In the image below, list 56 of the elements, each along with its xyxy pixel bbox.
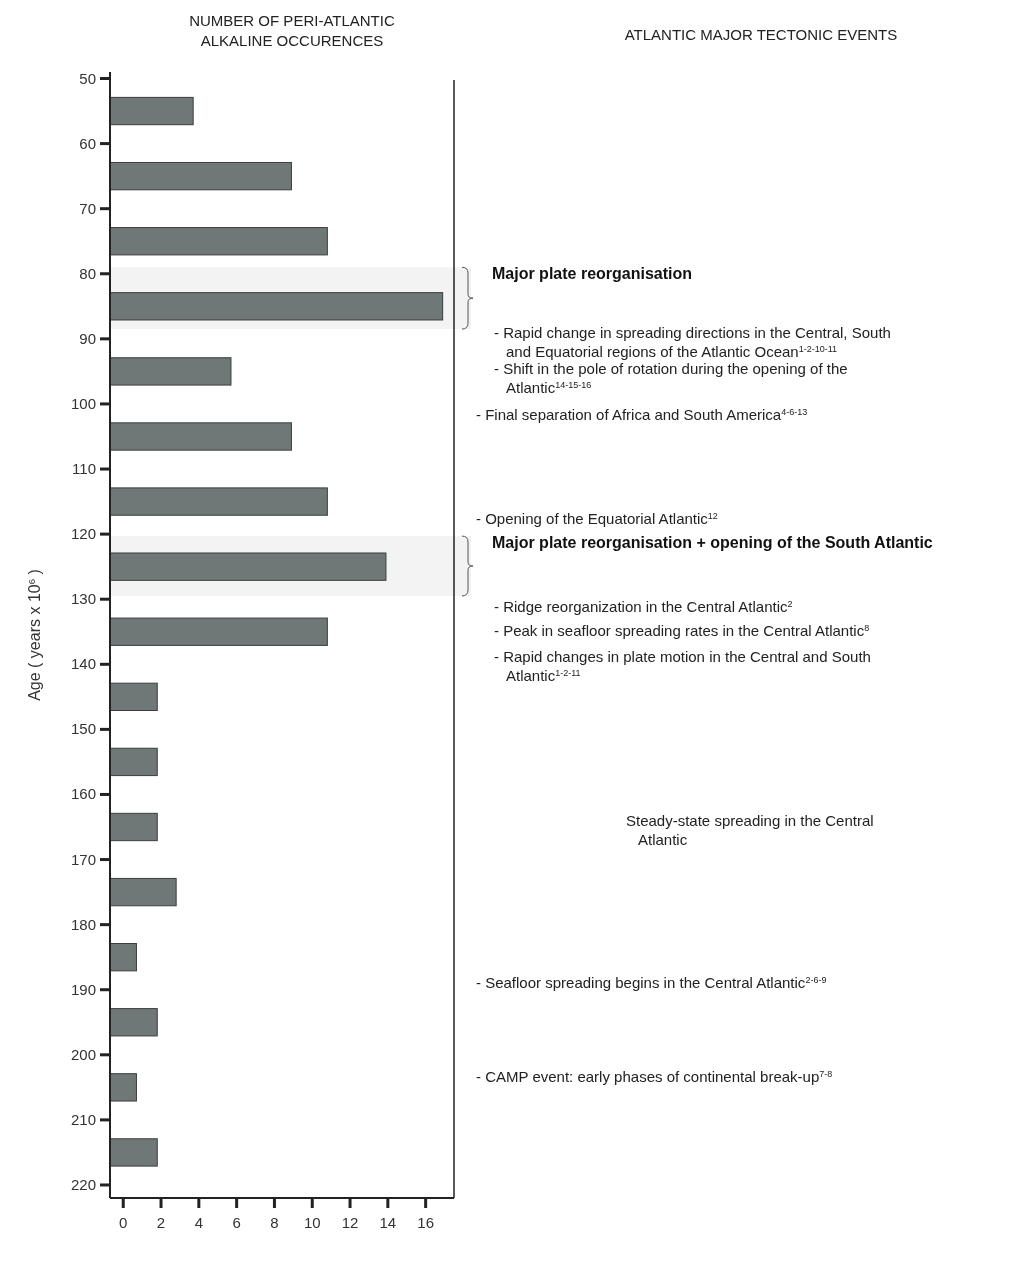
x-tick-label: 14 [379, 1214, 397, 1231]
text: - Ridge reorganization in the Central Atlantic$^{2}$ [494, 598, 793, 615]
text: - Rapid change in spreading directions in the Central, South and Equatorial regions of the Atlantic Ocean$^{1-2-10-11}$ [494, 324, 891, 360]
bar [109, 617, 328, 646]
bar [109, 943, 137, 972]
text: - Rapid changes in plate motion in the Central and South Atlantic$^{1-2-11}$ [494, 648, 871, 684]
y-tick-label: 160 [70, 785, 96, 803]
bar [109, 812, 158, 842]
chart-title: NUMBER OF PERI-ATLANTIC ALKALINE OCCURENCES [189, 12, 395, 49]
bar [109, 422, 292, 451]
bar [109, 96, 194, 126]
y-tick-label: 60 [79, 134, 96, 152]
bar [109, 227, 328, 256]
y-tick-label: 130 [70, 590, 96, 608]
x-tick-label: 6 [232, 1214, 241, 1231]
x-tick-label: 4 [194, 1214, 204, 1231]
bar [109, 1073, 137, 1102]
y-tick-label: 90 [79, 329, 96, 347]
x-tick-label: 0 [119, 1214, 128, 1231]
text: - CAMP event: early phases of continental break-up$^{7-8}$ [476, 1068, 833, 1085]
text: Steady-state spreading in the Central Atlantic [626, 812, 874, 848]
x-tick-label: 10 [303, 1214, 321, 1231]
y-tick-label: 140 [70, 655, 96, 673]
bar [109, 357, 232, 386]
y-tick-label: 200 [70, 1045, 96, 1063]
y-tick-label: 190 [70, 980, 96, 998]
y-tick-label: 170 [70, 850, 96, 868]
text: - Final separation of Africa and South America$^{4-6-13}$ [476, 406, 808, 423]
x-tick-label: 2 [156, 1214, 166, 1231]
y-tick-label: 70 [79, 199, 96, 217]
bar [109, 161, 292, 191]
y-tick-label: 210 [70, 1110, 96, 1128]
bar [109, 1008, 158, 1037]
y-tick-label: 120 [70, 525, 96, 543]
y-tick-label: 150 [70, 720, 96, 738]
band-label: Major plate reorganisation + opening of the South Atlantic [492, 534, 933, 552]
bar [109, 487, 328, 516]
band-label: Major plate reorganisation [492, 265, 693, 283]
x-tick-label: 12 [341, 1214, 359, 1231]
x-tick-label: 16 [417, 1214, 434, 1231]
y-tick-label: 180 [70, 915, 96, 933]
x-tick-label: 8 [270, 1214, 279, 1231]
bar [109, 682, 158, 711]
y-tick-label: 110 [72, 460, 96, 478]
bar [109, 747, 158, 777]
bar [109, 877, 177, 907]
text: - Peak in seafloor spreading rates in the Central Atlantic$^{8}$ [494, 622, 870, 639]
y-tick-label: 80 [79, 264, 96, 282]
text: - Shift in the pole of rotation during the opening of the Atlantic$^{14-15-16}$ [494, 360, 848, 396]
text: ATLANTIC MAJOR TECTONIC EVENTS [624, 26, 898, 43]
y-tick-label: 100 [70, 394, 96, 412]
y-tick-label: 50 [79, 69, 96, 87]
text: - Opening of the Equatorial Atlantic$^{12}$ [476, 510, 718, 527]
bar [109, 1138, 158, 1167]
y-tick-label: 220 [70, 1175, 96, 1193]
text: - Seafloor spreading begins in the Central Atlantic$^{2-6-9}$ [476, 974, 827, 991]
